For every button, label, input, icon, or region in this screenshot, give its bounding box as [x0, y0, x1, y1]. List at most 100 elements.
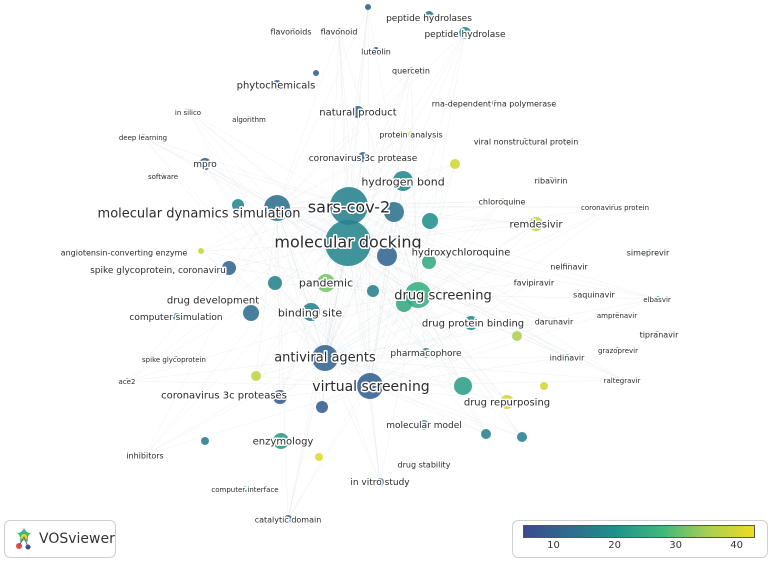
- node-catalytic-domain[interactable]: [284, 515, 292, 523]
- node-unlabeled-f[interactable]: [454, 377, 472, 395]
- label-molecular-docking[interactable]: molecular docking: [273, 231, 423, 253]
- node-algorithm[interactable]: [246, 116, 252, 122]
- node-viral-nonstructural-protein[interactable]: [522, 138, 528, 144]
- label-drug-development[interactable]: drug development: [165, 294, 260, 308]
- node-unlabeled-c[interactable]: [422, 213, 438, 229]
- node-molecular-model[interactable]: [419, 420, 429, 430]
- node-molecular-dynamics-simulation[interactable]: [264, 195, 290, 221]
- node-in-silico[interactable]: [185, 108, 191, 114]
- label-luteolin[interactable]: luteolin: [360, 46, 393, 58]
- label-hydrogen-bond[interactable]: hydrogen bond: [360, 174, 446, 190]
- label-computer-simulation[interactable]: computer simulation: [128, 312, 224, 325]
- node-unlabeled-e[interactable]: [512, 331, 522, 341]
- node-unlabeled-j[interactable]: [316, 401, 328, 413]
- node-unlabeled-i[interactable]: [315, 453, 323, 461]
- node-remdesivir[interactable]: [529, 217, 543, 231]
- node-computer-simulation[interactable]: [173, 313, 181, 321]
- label-in-silico[interactable]: in silico: [173, 108, 202, 119]
- label-virtual-screening[interactable]: virtual screening: [311, 378, 431, 397]
- node-inhibitors[interactable]: [142, 452, 148, 458]
- label-pharmacophore[interactable]: pharmacophore: [389, 348, 464, 361]
- label-remdesivir[interactable]: remdesivir: [508, 218, 565, 232]
- label-phytochemicals[interactable]: phytochemicals: [235, 79, 317, 93]
- node-unlabeled-o[interactable]: [313, 70, 319, 76]
- label-enzymology[interactable]: enzymology: [251, 435, 315, 449]
- node-phytochemicals[interactable]: [272, 80, 282, 90]
- node-drug-protein-binding[interactable]: [464, 316, 478, 330]
- label-raltegravir[interactable]: raltegravir: [602, 376, 642, 387]
- label-ribavirin[interactable]: ribavirin: [533, 175, 569, 187]
- node-saquinavir[interactable]: [591, 291, 597, 297]
- label-software[interactable]: software: [146, 172, 179, 183]
- node-enzymology[interactable]: [273, 433, 289, 449]
- node-quercetin[interactable]: [408, 67, 414, 73]
- node-nelfinavir[interactable]: [566, 263, 572, 269]
- label-inhibitors[interactable]: inhibitors: [125, 450, 165, 462]
- label-algorithm[interactable]: algorithm: [231, 115, 268, 126]
- label-elbasvir[interactable]: elbasvir: [642, 295, 673, 306]
- node-unlabeled-d[interactable]: [450, 159, 460, 169]
- label-rna-dependent-rna-polymerase[interactable]: rna-dependent rna polymerase: [430, 98, 557, 110]
- node-favipiravir[interactable]: [531, 279, 537, 285]
- node-unlabeled-q[interactable]: [396, 296, 412, 312]
- label-flavonoid[interactable]: flavonoid: [319, 26, 359, 38]
- label-drug-protein-binding[interactable]: drug protein binding: [420, 317, 525, 331]
- label-coronavirus-3c-proteases[interactable]: coronavirus 3c proteases: [160, 389, 289, 403]
- node-drug-development[interactable]: [243, 305, 259, 321]
- label-molecular-model[interactable]: molecular model: [385, 420, 464, 433]
- node-pharmacophore[interactable]: [421, 348, 431, 358]
- node-molecular-docking[interactable]: [325, 220, 371, 266]
- label-catalytic-domain[interactable]: catalytic domain: [253, 514, 323, 526]
- node-unlabeled-l[interactable]: [268, 276, 282, 290]
- node-flavonoids[interactable]: [290, 28, 296, 34]
- node-drug-stability[interactable]: [421, 461, 427, 467]
- label-spike-glycoprotein-coronavirus[interactable]: spike glycoprotein, coronaviru: [89, 265, 228, 278]
- node-coronavirus-3c-proteases[interactable]: [273, 390, 287, 404]
- label-binding-site[interactable]: binding site: [276, 305, 344, 321]
- label-in-vitro-study[interactable]: in vitro study: [349, 477, 412, 490]
- node-tipranavir[interactable]: [654, 331, 660, 337]
- node-chloroquine[interactable]: [499, 198, 505, 204]
- label-peptide-hydrolase[interactable]: peptide hydrolase: [423, 29, 508, 42]
- label-quercetin[interactable]: quercetin: [391, 65, 432, 77]
- label-chloroquine[interactable]: chloroquine: [477, 196, 527, 208]
- node-natural-product[interactable]: [352, 106, 364, 118]
- label-drug-screening[interactable]: drug screening: [393, 287, 494, 305]
- node-simeprevir[interactable]: [646, 249, 652, 255]
- node-peptide-hydrolase[interactable]: [459, 27, 471, 39]
- node-pandemic[interactable]: [317, 274, 335, 292]
- label-hydroxychloroquine[interactable]: hydroxychloroquine: [410, 246, 512, 260]
- label-spike-glycoprotein[interactable]: spike glycoprotein: [141, 355, 208, 366]
- node-coronavirus-protein[interactable]: [611, 204, 617, 210]
- node-raltegravir[interactable]: [620, 377, 626, 383]
- label-antiviral-agents[interactable]: antiviral agents: [273, 349, 378, 367]
- label-pandemic[interactable]: pandemic: [297, 275, 354, 291]
- node-protein-analysis[interactable]: [408, 131, 414, 137]
- node-amprenavir[interactable]: [614, 312, 620, 318]
- node-rna-dependent-rna-polymerase[interactable]: [492, 100, 498, 106]
- node-mpro[interactable]: [199, 158, 211, 170]
- node-elbasvir[interactable]: [655, 296, 661, 302]
- node-spike-glycoprotein-coronavirus[interactable]: [222, 261, 236, 275]
- node-indinavir[interactable]: [564, 354, 570, 360]
- node-unlabeled-h[interactable]: [251, 371, 261, 381]
- label-angiotensin-converting-enzyme[interactable]: angiotensin-converting enzyme: [59, 247, 189, 259]
- label-sars-cov-2[interactable]: sars-cov-2: [306, 196, 391, 218]
- node-hydroxychloroquine[interactable]: [422, 255, 436, 269]
- node-flavonoid[interactable]: [336, 28, 342, 34]
- node-unlabeled-a[interactable]: [377, 246, 397, 266]
- node-sars-cov-2[interactable]: [330, 187, 368, 225]
- node-hydrogen-bond[interactable]: [393, 171, 413, 191]
- node-software[interactable]: [160, 173, 166, 179]
- label-protein-analysis[interactable]: protein analysis: [378, 129, 444, 141]
- node-darunavir[interactable]: [551, 318, 557, 324]
- node-ace2[interactable]: [124, 378, 130, 384]
- node-unlabeled-p[interactable]: [517, 432, 527, 442]
- label-darunavir[interactable]: darunavir: [533, 316, 575, 328]
- node-ribavirin[interactable]: [548, 177, 554, 183]
- label-simeprevir[interactable]: simeprevir: [625, 247, 671, 259]
- node-unlabeled-n[interactable]: [365, 4, 371, 10]
- label-favipiravir[interactable]: favipiravir: [512, 277, 556, 289]
- label-coronavirus-3c-protease[interactable]: coronavirus 3c protease: [307, 153, 419, 166]
- node-grazoprevir[interactable]: [615, 347, 621, 353]
